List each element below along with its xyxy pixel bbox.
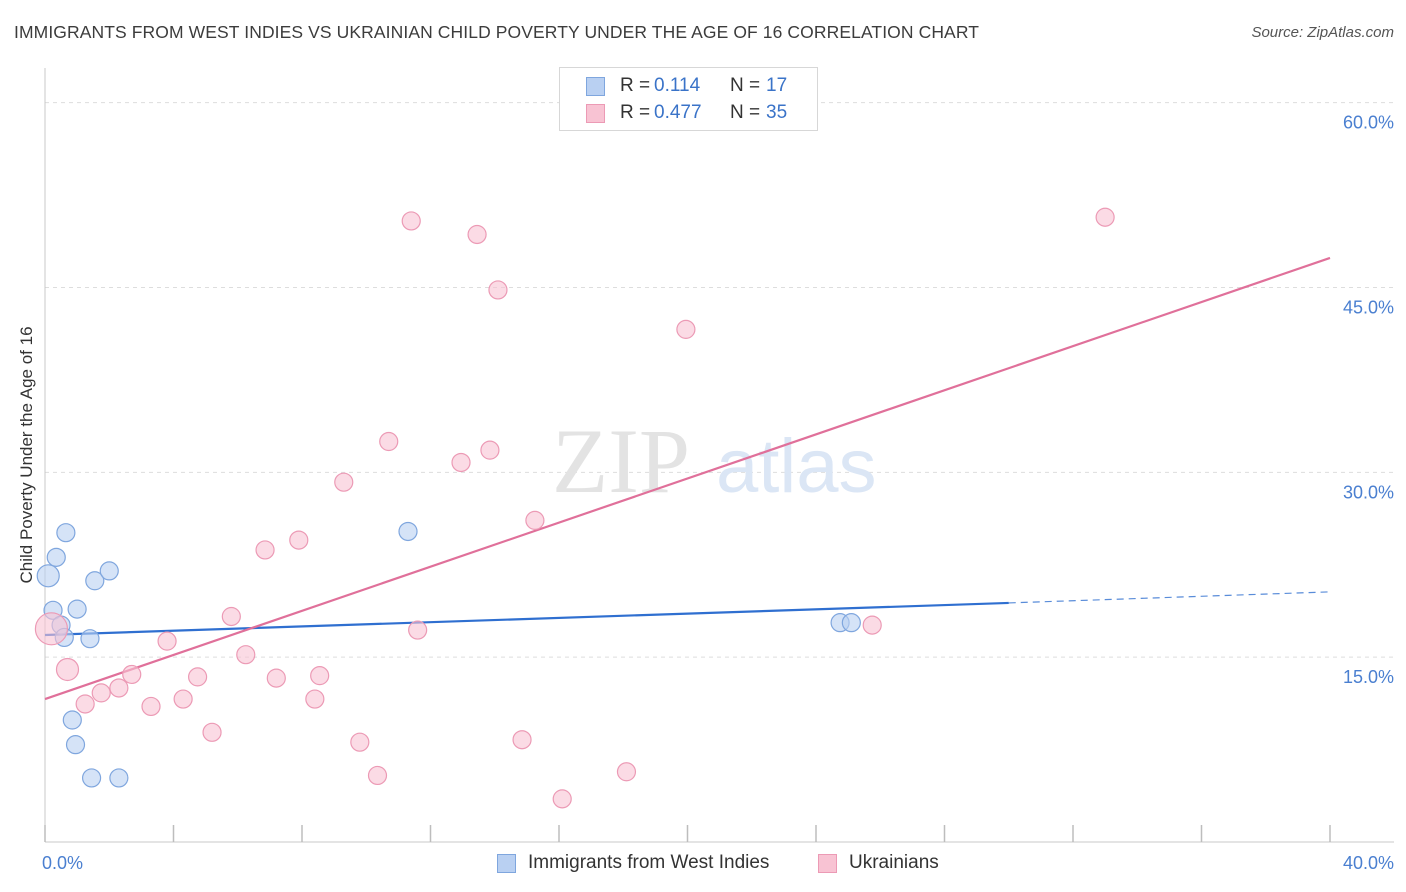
ukrainian-point [91,683,111,703]
ukrainian-point [480,440,500,460]
bottom-legend-label: Ukrainians [849,852,939,873]
bottom-legend-label: Immigrants from West Indies [528,852,770,873]
west-indies-point [56,523,76,543]
y-tick-label: 15.0% [1343,667,1394,687]
x-tick-label: 40.0% [1343,853,1394,873]
legend-n-value: 17 [766,75,788,96]
bottom-legend-swatch-pink [818,853,837,873]
ukrainian-point [266,668,286,688]
legend-swatch-pink [586,104,605,123]
legend-swatch-blue [586,77,605,96]
west-indies-trendline-extension [1008,591,1331,604]
ukrainian-point [236,645,256,665]
ukrainian-point [305,689,325,709]
legend-n-value: 35 [766,102,788,123]
west-indies-point [841,613,861,633]
grid-layer [45,102,1394,658]
ukrainian-point [408,620,428,640]
legend-n-label: N = [730,102,761,123]
west-indies-point [65,735,86,755]
ukrainian-point [1095,207,1115,227]
west-indies-trendline [44,601,1009,637]
ukrainian-point [512,730,532,750]
ukrainian-point [122,664,142,685]
watermark: ZIP atlas [552,410,877,512]
trendlines [44,256,1331,701]
y-tick-label: 45.0% [1343,297,1394,317]
ukrainian-point [552,789,572,809]
ukrainian-point [109,678,129,698]
west-indies-point [398,521,418,542]
bottom-legend-west-indies: Immigrants from West Indies [497,852,769,874]
ukrainian-point [255,540,275,560]
chart-title: IMMIGRANTS FROM WEST INDIES VS UKRAINIAN… [14,22,980,42]
ukrainian-point [55,657,80,682]
ukrainian-point [467,224,487,245]
data-points [34,207,1115,809]
ukrainian-point [34,612,69,646]
bottom-legend-ukrainians: Ukrainians [818,852,939,874]
west-indies-point [81,768,102,788]
ukrainian-point [488,280,508,300]
legend-r-label: R = [620,102,651,123]
ukrainian-point [202,722,222,742]
ukrainian-point [334,472,354,492]
watermark-atlas-text: atlas [716,424,877,509]
west-indies-point [67,599,87,619]
ukrainian-point [367,765,388,786]
ukrainian-point [75,694,95,714]
west-indies-point [109,768,129,788]
west-indies-point [85,571,105,591]
legend-r-value: 0.477 [654,102,702,123]
legend-r-label: R = [620,75,651,96]
ukrainian-point [310,666,330,686]
legend-n-label: N = [730,75,761,96]
bottom-legend-swatch-blue [497,853,516,873]
ukrainian-trendline [44,256,1331,701]
tick-labels: 15.0% 30.0% 45.0% 60.0% 0.0% 40.0% [42,113,1394,873]
west-indies-point [62,710,82,730]
ukrainian-point [350,732,370,752]
ukrainian-point [451,452,471,473]
y-tick-label: 60.0% [1343,113,1394,133]
west-indies-point [80,629,100,649]
correlation-legend: R = 0.114 N = 17 R = 0.477 N = 35 [559,67,818,131]
ukrainian-point [401,211,421,231]
ukrainian-point [173,689,193,709]
west-indies-point [36,564,60,588]
legend-r-value: 0.114 [654,75,701,96]
ukrainian-point [525,510,545,530]
west-indies-point [46,547,66,567]
axis-layer [44,68,1394,843]
ukrainian-point [289,530,309,550]
west-indies-point [99,561,119,581]
ukrainian-point [862,615,882,635]
x-tick-label: 0.0% [42,853,83,873]
ukrainian-point [379,431,399,452]
y-tick-label: 30.0% [1343,482,1394,502]
ukrainian-point [141,696,161,717]
ukrainian-point [221,606,241,627]
ukrainian-point [157,631,177,651]
watermark-zip-text: ZIP [552,410,690,512]
source-credit: Source: ZipAtlas.com [1251,24,1394,41]
ukrainian-point [616,762,637,782]
ukrainian-point [187,667,208,687]
ukrainian-point [676,319,696,339]
